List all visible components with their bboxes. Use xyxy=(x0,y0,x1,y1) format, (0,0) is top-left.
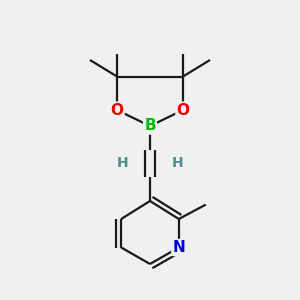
Text: B: B xyxy=(144,118,156,134)
Text: O: O xyxy=(110,103,124,118)
Text: O: O xyxy=(176,103,190,118)
Text: N: N xyxy=(172,240,185,255)
Text: H: H xyxy=(117,156,128,170)
Text: H: H xyxy=(172,156,183,170)
